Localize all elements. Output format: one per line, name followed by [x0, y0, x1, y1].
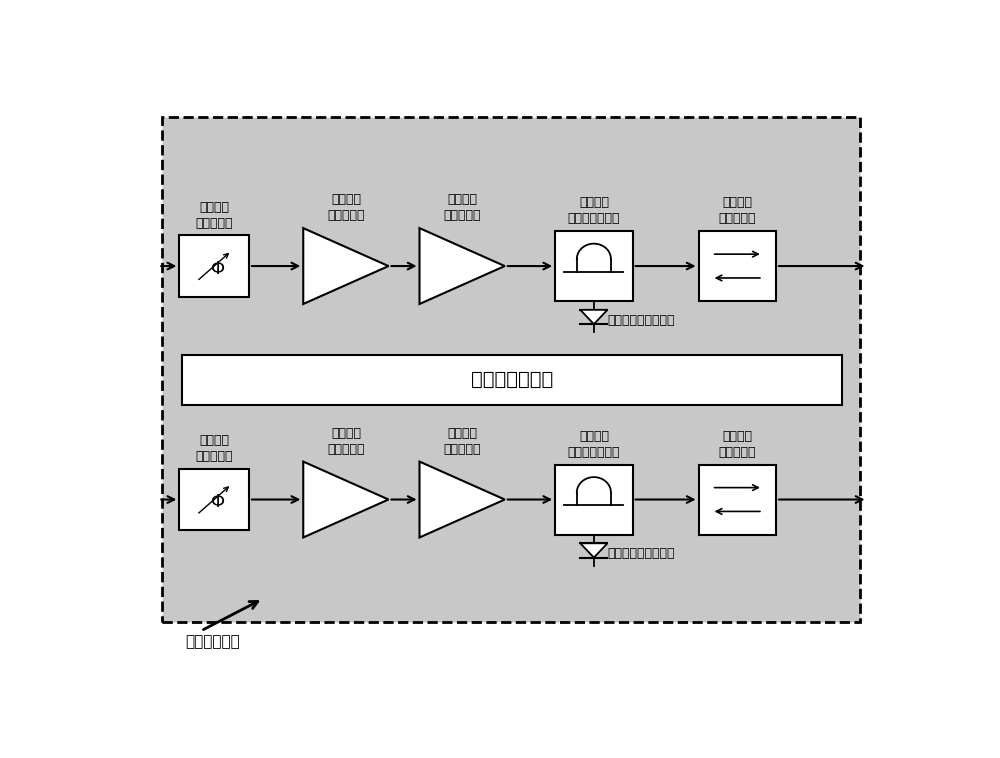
Polygon shape — [580, 543, 607, 558]
Text: 第一通道
微带定向耦合器: 第一通道 微带定向耦合器 — [568, 196, 620, 225]
Text: 第一通道
数控移相器: 第一通道 数控移相器 — [195, 201, 233, 230]
Text: 第一通道
驱动放大器: 第一通道 驱动放大器 — [327, 193, 365, 222]
Bar — [698, 465, 776, 534]
Bar — [179, 469, 249, 530]
Text: 第二通道
单节隔离器: 第二通道 单节隔离器 — [718, 430, 756, 459]
Bar — [555, 231, 633, 301]
Text: 第一通道
单节隔离器: 第一通道 单节隔离器 — [718, 196, 756, 225]
Text: 第二通道
数控移相器: 第二通道 数控移相器 — [195, 434, 233, 463]
Text: 多层高频基板: 多层高频基板 — [185, 634, 240, 649]
Polygon shape — [420, 462, 505, 537]
Text: 腔体内嵌式隔板: 腔体内嵌式隔板 — [471, 371, 553, 390]
Bar — [698, 231, 776, 301]
Text: 第二通道
微带定向耦合器: 第二通道 微带定向耦合器 — [568, 430, 620, 459]
Bar — [182, 355, 842, 405]
Text: 第二通道
驱动放大器: 第二通道 驱动放大器 — [327, 427, 365, 456]
Polygon shape — [420, 228, 505, 304]
Text: $\Phi$: $\Phi$ — [210, 493, 226, 512]
Bar — [179, 236, 249, 296]
Text: 第一通道
功率放大器: 第一通道 功率放大器 — [443, 193, 481, 222]
Polygon shape — [303, 228, 388, 304]
Bar — [162, 117, 860, 622]
Text: 第二通道
功率放大器: 第二通道 功率放大器 — [443, 427, 481, 456]
Polygon shape — [580, 310, 607, 324]
Bar — [555, 465, 633, 534]
Text: $\Phi$: $\Phi$ — [210, 260, 226, 278]
Text: 第二通道检波二极管: 第二通道检波二极管 — [608, 547, 675, 560]
Polygon shape — [303, 462, 388, 537]
Text: 第一通道检波二极管: 第一通道检波二极管 — [608, 314, 675, 327]
